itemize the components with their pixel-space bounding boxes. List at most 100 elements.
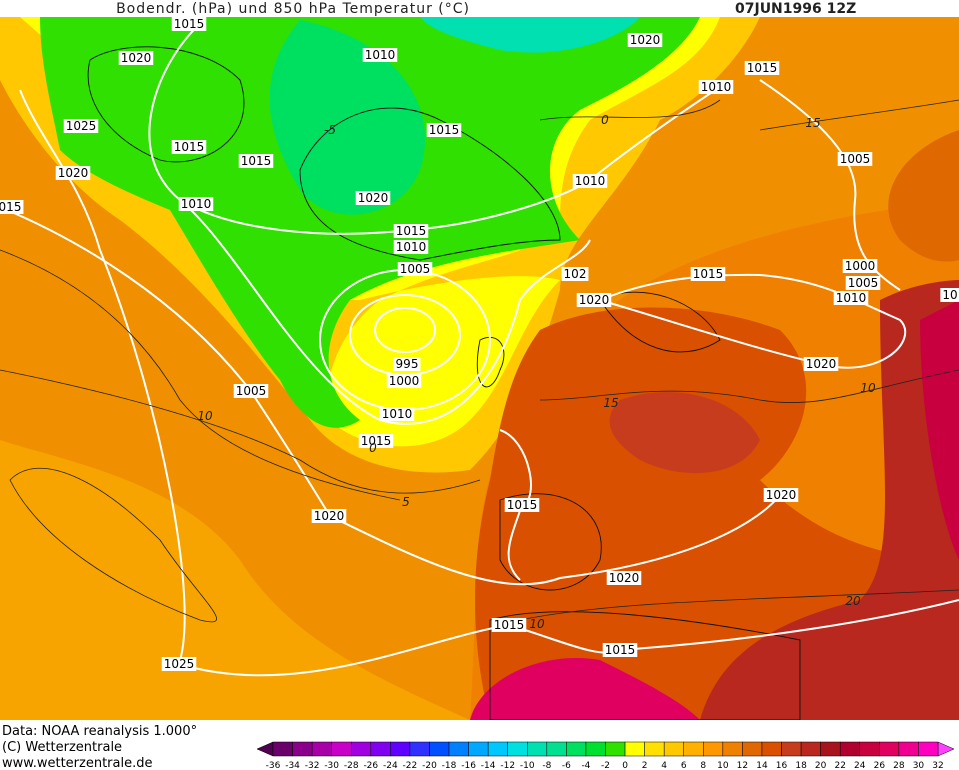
colorbar-label: 26 [874, 761, 886, 770]
isobar-label: 102 [564, 267, 587, 281]
colorbar-label: -28 [344, 761, 359, 770]
temp-zone [609, 392, 760, 474]
isobar-label: 995 [396, 357, 419, 371]
footer-line: (C) Wetterzentrale [2, 740, 122, 755]
isobar-label: 1020 [766, 488, 797, 502]
isobar-label-box [491, 618, 527, 632]
isobar-label-box [606, 571, 642, 585]
isotherm [9, 467, 217, 623]
isobar-label: 1015 [241, 154, 272, 168]
map-date: 07JUN1996 12Z [735, 1, 856, 17]
colorbar-label: 18 [795, 761, 807, 770]
title-bar [0, 0, 959, 17]
isotherm-label: 0 [601, 113, 609, 127]
footer-line: www.wetterzentrale.de [2, 756, 152, 770]
colorbar-label: -36 [266, 761, 281, 770]
isobar-label: 1010 [701, 80, 732, 94]
colorbar-label: -14 [481, 761, 496, 770]
isobar-label-box [233, 384, 269, 398]
colorbar-cell [468, 741, 489, 757]
isotherm-label: 20 [845, 594, 861, 608]
colorbar-label: -32 [305, 761, 320, 770]
isobar-label-box [358, 434, 394, 448]
colorbar-cell [644, 741, 665, 757]
colorbar-label: 6 [681, 761, 687, 770]
isobar-label-box [426, 123, 462, 137]
isobar-label-box [63, 119, 99, 133]
colorbar-label: 2 [642, 761, 648, 770]
colorbar-cell [546, 741, 567, 757]
colorbar-label: 4 [661, 761, 667, 770]
temp-zone [920, 300, 959, 560]
isobar-label-box [744, 61, 780, 75]
colorbar-cell [683, 741, 704, 757]
isobar-label: 1015 [396, 224, 427, 238]
isobar-label-box [833, 291, 869, 305]
isobar-label-box [118, 51, 154, 65]
colorbar-label: -18 [442, 761, 457, 770]
map-title: Bodendr. (hPa) und 850 hPa Temperatur (°… [116, 1, 470, 17]
isobar-label: 1015 [605, 643, 636, 657]
isobar-label-box [393, 224, 429, 238]
temp-zone [700, 280, 959, 720]
isobar-label: 1025 [66, 119, 97, 133]
isobar-label-box [311, 509, 347, 523]
isotherm-label: -5 [324, 123, 336, 137]
temp-zone [269, 20, 425, 215]
colorbar-cell [370, 741, 391, 757]
isobar-label: 1005 [236, 384, 267, 398]
colorbar-label: -4 [581, 761, 590, 770]
colorbar-label: -8 [542, 761, 551, 770]
isobar-label: 1020 [806, 357, 837, 371]
isobar-label: 1010 [396, 240, 427, 254]
isobar-label: 1005 [848, 276, 879, 290]
colorbar-cell [292, 741, 313, 757]
isobar-label-box [397, 262, 433, 276]
colorbar-cell [624, 741, 645, 757]
isobar-label-box [561, 267, 589, 281]
colorbar-label: 30 [913, 761, 925, 770]
isobar-label: 1015 [747, 61, 778, 75]
isobar-label-box [842, 259, 878, 273]
colorbar-label: 8 [700, 761, 706, 770]
temp-zone [420, 17, 640, 53]
colorbar-label: -2 [601, 761, 610, 770]
isobar-label: 1005 [840, 152, 871, 166]
colorbar-cell [566, 741, 587, 757]
isobar-label: 1020 [579, 293, 610, 307]
colorbar-label: -24 [383, 761, 398, 770]
colorbar-label: -26 [363, 761, 378, 770]
colorbar-cell [487, 741, 508, 757]
isotherm-label: 0 [369, 441, 377, 455]
isobar-label-box [55, 166, 91, 180]
colorbar-cell [879, 741, 900, 757]
isobar-label-box [393, 357, 421, 371]
isobar-label: 1000 [845, 259, 876, 273]
colorbar-cell [390, 741, 411, 757]
isotherm [519, 589, 959, 621]
colorbar-label: 24 [854, 761, 866, 770]
warm-zone [0, 440, 470, 720]
isobar-label-box [171, 140, 207, 154]
isobar-label-box [379, 407, 415, 421]
isotherm-label: 10 [197, 409, 213, 423]
isobar-label: 1015 [429, 123, 460, 137]
temp-zone [470, 658, 700, 720]
isobar-label-box [0, 200, 24, 214]
isobar-label: 1015 [174, 17, 205, 31]
colorbar-label: -10 [520, 761, 535, 770]
colorbar-label: -30 [324, 761, 339, 770]
isobar-label: 1025 [164, 657, 195, 671]
colorbar-cell [898, 741, 919, 757]
isotherm-label: 15 [805, 116, 820, 130]
isobar-label: 1005 [400, 262, 431, 276]
colorbar-cell [663, 741, 684, 757]
colorbar-cell [585, 741, 606, 757]
colorbar-label: -6 [562, 761, 571, 770]
isobar-label: 1015 [494, 618, 525, 632]
colorbar-label: -20 [422, 761, 437, 770]
colorbar-cell [859, 741, 880, 757]
isotherm-label: 10 [860, 381, 876, 395]
